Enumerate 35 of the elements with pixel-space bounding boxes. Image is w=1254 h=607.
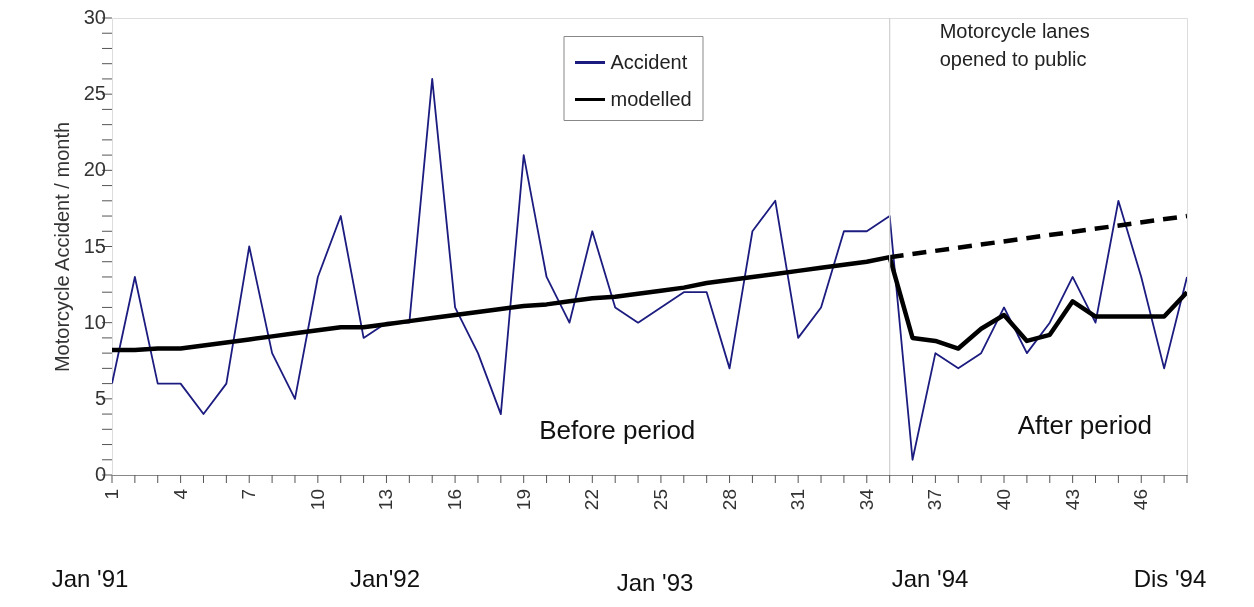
y-tick-label: 0: [94, 463, 106, 485]
x-tick-label: 40: [993, 489, 1015, 511]
y-tick-label: 10: [83, 310, 106, 333]
ref-line-label: Motorcycle lanes opened to public: [939, 20, 1090, 70]
x-tick-label: 10: [306, 489, 328, 511]
x-tick-label: 16: [444, 489, 466, 511]
y-tick-label: 20: [83, 158, 106, 181]
text: Dis '94: [1133, 565, 1207, 592]
annotation: Before period: [539, 415, 696, 445]
y-tick-label: 30: [83, 6, 106, 28]
text: Jan '94: [891, 565, 969, 592]
legend-label: modelled: [610, 87, 692, 110]
text: Jan '93: [616, 569, 694, 596]
x-tick-label: 34: [855, 488, 877, 511]
x-tick-label: 37: [924, 489, 946, 511]
legend-label: Accident: [610, 50, 688, 73]
x-tick-label: 31: [787, 489, 809, 511]
x-tick-label: 7: [238, 489, 260, 500]
text: Jan '91: [51, 565, 129, 592]
y-tick-label: 25: [83, 82, 106, 105]
x-tick-label: 28: [718, 489, 740, 511]
x-tick-label: 43: [1061, 489, 1083, 511]
x-tick-label: 22: [581, 489, 603, 511]
y-tick-label: 15: [83, 234, 106, 257]
x-tick-label: 4: [169, 488, 191, 500]
x-tick-label: 46: [1130, 489, 1152, 511]
y-axis-title: Motorcycle Accident / month: [50, 121, 73, 373]
line-series: [112, 78, 1187, 461]
annotation: After period: [1017, 410, 1153, 440]
text: Jan'92: [350, 565, 420, 592]
y-tick-label: 5: [94, 386, 106, 409]
x-tick-label: 19: [512, 489, 534, 511]
x-tick-label: 25: [649, 489, 671, 511]
x-tick-label: 13: [375, 489, 397, 511]
x-tick-label: 1: [101, 489, 122, 500]
